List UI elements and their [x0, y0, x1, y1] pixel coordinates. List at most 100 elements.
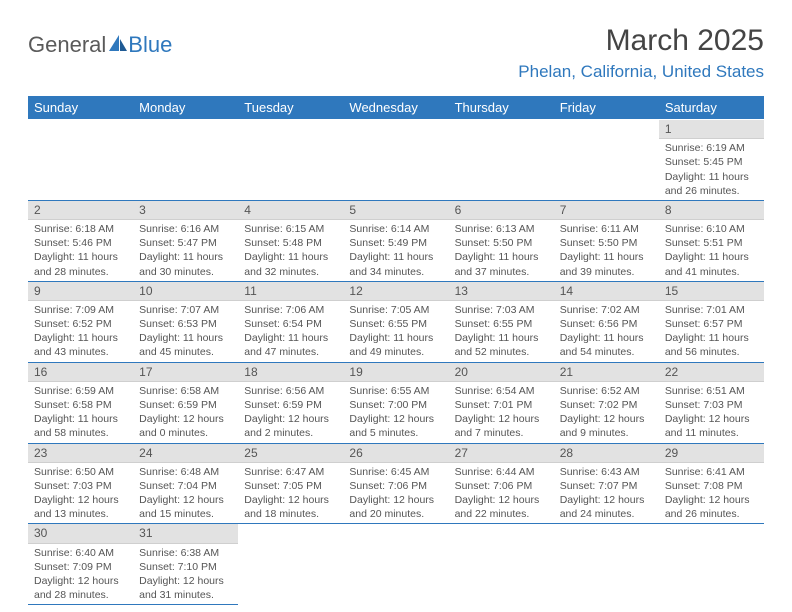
day-details: Sunrise: 7:03 AMSunset: 6:55 PMDaylight:…	[449, 301, 554, 362]
day-number: 20	[449, 363, 554, 382]
day-details: Sunrise: 6:55 AMSunset: 7:00 PMDaylight:…	[343, 382, 448, 443]
daylight-text: Daylight: 12 hours and 15 minutes.	[139, 493, 232, 521]
header: General Blue March 2025 Phelan, Californ…	[28, 24, 764, 82]
sunset-text: Sunset: 6:55 PM	[349, 317, 442, 331]
daylight-text: Daylight: 11 hours and 43 minutes.	[34, 331, 127, 359]
calendar-cell	[133, 120, 238, 201]
calendar-cell: 24Sunrise: 6:48 AMSunset: 7:04 PMDayligh…	[133, 443, 238, 524]
day-number: 25	[238, 444, 343, 463]
location-label: Phelan, California, United States	[518, 62, 764, 82]
sunrise-text: Sunrise: 7:02 AM	[560, 303, 653, 317]
day-header-row: SundayMondayTuesdayWednesdayThursdayFrid…	[28, 96, 764, 120]
day-header: Friday	[554, 96, 659, 120]
sunset-text: Sunset: 6:55 PM	[455, 317, 548, 331]
sunrise-text: Sunrise: 6:52 AM	[560, 384, 653, 398]
day-details: Sunrise: 6:45 AMSunset: 7:06 PMDaylight:…	[343, 463, 448, 524]
day-details: Sunrise: 6:48 AMSunset: 7:04 PMDaylight:…	[133, 463, 238, 524]
daylight-text: Daylight: 12 hours and 5 minutes.	[349, 412, 442, 440]
day-number: 9	[28, 282, 133, 301]
calendar-cell: 27Sunrise: 6:44 AMSunset: 7:06 PMDayligh…	[449, 443, 554, 524]
sunrise-text: Sunrise: 6:19 AM	[665, 141, 758, 155]
page-title: March 2025	[518, 24, 764, 58]
calendar-row: 23Sunrise: 6:50 AMSunset: 7:03 PMDayligh…	[28, 443, 764, 524]
day-details: Sunrise: 6:52 AMSunset: 7:02 PMDaylight:…	[554, 382, 659, 443]
daylight-text: Daylight: 11 hours and 39 minutes.	[560, 250, 653, 278]
calendar-cell	[238, 524, 343, 605]
day-number: 14	[554, 282, 659, 301]
sunrise-text: Sunrise: 6:58 AM	[139, 384, 232, 398]
day-details: Sunrise: 6:51 AMSunset: 7:03 PMDaylight:…	[659, 382, 764, 443]
day-number: 7	[554, 201, 659, 220]
calendar-row: 1Sunrise: 6:19 AMSunset: 5:45 PMDaylight…	[28, 120, 764, 201]
calendar-cell: 6Sunrise: 6:13 AMSunset: 5:50 PMDaylight…	[449, 200, 554, 281]
day-number: 24	[133, 444, 238, 463]
calendar-cell: 23Sunrise: 6:50 AMSunset: 7:03 PMDayligh…	[28, 443, 133, 524]
calendar-table: SundayMondayTuesdayWednesdayThursdayFrid…	[28, 96, 764, 605]
sunrise-text: Sunrise: 6:10 AM	[665, 222, 758, 236]
daylight-text: Daylight: 12 hours and 31 minutes.	[139, 574, 232, 602]
day-header: Saturday	[659, 96, 764, 120]
day-header: Wednesday	[343, 96, 448, 120]
daylight-text: Daylight: 11 hours and 28 minutes.	[34, 250, 127, 278]
sunrise-text: Sunrise: 6:14 AM	[349, 222, 442, 236]
daylight-text: Daylight: 12 hours and 0 minutes.	[139, 412, 232, 440]
day-number: 5	[343, 201, 448, 220]
day-details: Sunrise: 6:40 AMSunset: 7:09 PMDaylight:…	[28, 544, 133, 605]
sunrise-text: Sunrise: 6:16 AM	[139, 222, 232, 236]
sunset-text: Sunset: 7:07 PM	[560, 479, 653, 493]
sunset-text: Sunset: 5:49 PM	[349, 236, 442, 250]
sunset-text: Sunset: 6:58 PM	[34, 398, 127, 412]
calendar-cell: 16Sunrise: 6:59 AMSunset: 6:58 PMDayligh…	[28, 362, 133, 443]
day-number: 28	[554, 444, 659, 463]
daylight-text: Daylight: 12 hours and 24 minutes.	[560, 493, 653, 521]
day-number: 26	[343, 444, 448, 463]
day-number: 4	[238, 201, 343, 220]
sunrise-text: Sunrise: 6:13 AM	[455, 222, 548, 236]
daylight-text: Daylight: 11 hours and 54 minutes.	[560, 331, 653, 359]
calendar-cell: 26Sunrise: 6:45 AMSunset: 7:06 PMDayligh…	[343, 443, 448, 524]
sunset-text: Sunset: 7:00 PM	[349, 398, 442, 412]
daylight-text: Daylight: 12 hours and 20 minutes.	[349, 493, 442, 521]
calendar-cell: 17Sunrise: 6:58 AMSunset: 6:59 PMDayligh…	[133, 362, 238, 443]
sunset-text: Sunset: 6:56 PM	[560, 317, 653, 331]
daylight-text: Daylight: 12 hours and 28 minutes.	[34, 574, 127, 602]
day-details: Sunrise: 6:38 AMSunset: 7:10 PMDaylight:…	[133, 544, 238, 605]
calendar-cell: 22Sunrise: 6:51 AMSunset: 7:03 PMDayligh…	[659, 362, 764, 443]
calendar-cell: 19Sunrise: 6:55 AMSunset: 7:00 PMDayligh…	[343, 362, 448, 443]
day-details: Sunrise: 6:19 AMSunset: 5:45 PMDaylight:…	[659, 139, 764, 200]
sunset-text: Sunset: 7:08 PM	[665, 479, 758, 493]
calendar-cell: 20Sunrise: 6:54 AMSunset: 7:01 PMDayligh…	[449, 362, 554, 443]
calendar-cell: 8Sunrise: 6:10 AMSunset: 5:51 PMDaylight…	[659, 200, 764, 281]
daylight-text: Daylight: 12 hours and 7 minutes.	[455, 412, 548, 440]
calendar-row: 30Sunrise: 6:40 AMSunset: 7:09 PMDayligh…	[28, 524, 764, 605]
calendar-cell: 1Sunrise: 6:19 AMSunset: 5:45 PMDaylight…	[659, 120, 764, 201]
day-number: 17	[133, 363, 238, 382]
day-details: Sunrise: 7:09 AMSunset: 6:52 PMDaylight:…	[28, 301, 133, 362]
calendar-row: 2Sunrise: 6:18 AMSunset: 5:46 PMDaylight…	[28, 200, 764, 281]
day-number: 27	[449, 444, 554, 463]
sunrise-text: Sunrise: 6:47 AM	[244, 465, 337, 479]
daylight-text: Daylight: 12 hours and 26 minutes.	[665, 493, 758, 521]
logo-text-2: Blue	[128, 32, 172, 58]
calendar-cell: 28Sunrise: 6:43 AMSunset: 7:07 PMDayligh…	[554, 443, 659, 524]
calendar-cell	[343, 524, 448, 605]
daylight-text: Daylight: 11 hours and 45 minutes.	[139, 331, 232, 359]
day-number: 30	[28, 524, 133, 543]
sunset-text: Sunset: 6:53 PM	[139, 317, 232, 331]
sunrise-text: Sunrise: 6:45 AM	[349, 465, 442, 479]
day-number: 3	[133, 201, 238, 220]
sunset-text: Sunset: 5:50 PM	[560, 236, 653, 250]
daylight-text: Daylight: 11 hours and 30 minutes.	[139, 250, 232, 278]
daylight-text: Daylight: 11 hours and 34 minutes.	[349, 250, 442, 278]
day-header: Tuesday	[238, 96, 343, 120]
calendar-cell	[554, 120, 659, 201]
sunset-text: Sunset: 5:47 PM	[139, 236, 232, 250]
day-details: Sunrise: 7:01 AMSunset: 6:57 PMDaylight:…	[659, 301, 764, 362]
day-header: Thursday	[449, 96, 554, 120]
sail-icon	[108, 34, 128, 52]
calendar-row: 16Sunrise: 6:59 AMSunset: 6:58 PMDayligh…	[28, 362, 764, 443]
sunset-text: Sunset: 5:45 PM	[665, 155, 758, 169]
day-details: Sunrise: 6:16 AMSunset: 5:47 PMDaylight:…	[133, 220, 238, 281]
day-number: 18	[238, 363, 343, 382]
sunset-text: Sunset: 7:03 PM	[665, 398, 758, 412]
